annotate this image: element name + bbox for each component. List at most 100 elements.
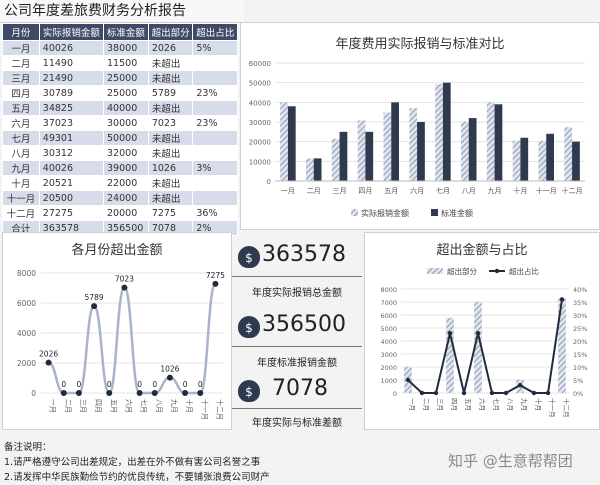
table-header-cell: 超出部分: [147, 23, 194, 41]
data-point: [60, 390, 67, 396]
table-header-cell: 月份: [2, 23, 40, 41]
x-tick-label: 五月: [109, 399, 117, 413]
data-point: [121, 284, 128, 291]
y-tick-label: 3000: [380, 351, 397, 359]
excess-ratio-chart-title: 超出金额与占比: [436, 243, 528, 258]
table-cell: 22000: [103, 175, 149, 191]
data-point: [106, 390, 113, 396]
data-label: 5789: [85, 293, 104, 302]
table-cell: 四月: [2, 85, 40, 101]
bar-excess: [474, 301, 482, 393]
ratio-point: [461, 390, 467, 396]
x-tick-label: 十月: [534, 398, 543, 411]
table-cell: 八月: [2, 145, 40, 161]
y-tick-label: 1000: [380, 377, 397, 385]
ratio-point: [531, 390, 537, 396]
y-tick-label: 50000: [249, 80, 271, 88]
table-cell: 23%: [192, 115, 238, 131]
comparison-bar-chart: 0 10000 20000 30000 40000 50000 60000 一月 二月 三月 四月 五…: [249, 60, 585, 218]
table-cell: 7275: [147, 205, 194, 221]
y-tick-label: 6000: [380, 312, 397, 320]
data-point: [91, 303, 98, 310]
data-point: [166, 374, 173, 381]
x-tick-label: 六月: [478, 398, 487, 411]
notes-line-1: 1.请严格遵守公司出差规定，出差在外不做有害公司名誉之事: [4, 457, 261, 468]
x-tick-label: 十二月: [215, 399, 224, 420]
table-cell: 50000: [103, 130, 149, 146]
table-cell: 11500: [103, 55, 149, 71]
table-cell: 5%: [192, 40, 238, 56]
x-tick-label: 十一月: [536, 186, 557, 195]
table-cell: 未超出: [147, 55, 194, 71]
data-point: [151, 390, 158, 396]
bar-actual: [564, 127, 573, 181]
y2-tick-label: 0%: [573, 390, 583, 398]
y-tick-label: 4000: [380, 338, 397, 346]
y2-tick-label: 10%: [573, 364, 587, 372]
legend-marker-ratio: [494, 268, 500, 274]
notes-block: 备注说明： 1.请严格遵守公司出差规定，出差在外不做有害公司名誉之事 2.请发挥…: [4, 440, 424, 485]
table-header-cell: 标准金额: [103, 23, 149, 41]
table-cell: 24000: [103, 190, 149, 206]
y-tick-label: 30000: [249, 119, 271, 127]
ratio-point: [517, 383, 523, 388]
comparison-chart-title: 年度费用实际报销与标准对比: [335, 37, 505, 52]
ratio-point: [475, 331, 481, 336]
table-cell: 5789: [147, 85, 194, 101]
bar-actual: [331, 138, 340, 181]
data-point: [45, 359, 52, 366]
excess-chart-title: 各月份超出金额: [71, 243, 163, 258]
x-tick-label: 四月: [358, 187, 372, 195]
table-cell: [192, 70, 238, 86]
bar-actual: [461, 121, 469, 181]
table-row: 四月 30789 25000 5789 23%: [2, 85, 238, 101]
ratio-point: [545, 390, 551, 396]
report-title: 公司年度差旅费财务分析报告: [0, 0, 244, 23]
table-cell: 25000: [103, 85, 149, 101]
table-cell: 23%: [192, 85, 238, 101]
bar-standard: [572, 141, 580, 181]
y2-tick-label: 35%: [573, 299, 587, 307]
table-cell: 1026: [147, 160, 194, 176]
table-cell: 20000: [103, 205, 149, 221]
bar-standard: [313, 158, 322, 181]
data-point: [212, 280, 219, 287]
table-cell: [192, 130, 238, 146]
x-tick-label: 十一月: [548, 398, 557, 418]
data-label: 0: [137, 380, 142, 389]
table-header-cell: 超出占比: [192, 23, 238, 41]
y-tick-label: 0: [31, 389, 36, 398]
y-tick-label: 2000: [17, 359, 36, 368]
table-cell: 七月: [2, 130, 40, 146]
x-tick-label: 十二月: [562, 398, 571, 418]
table-cell: 一月: [2, 40, 40, 56]
bar-actual: [280, 102, 288, 181]
bar-standard: [494, 104, 503, 181]
data-label: 1026: [160, 365, 179, 374]
excess-ratio-chart-panel: 超出金额与占比 0 1000 2000 3000 4000 5000 6000 7000 800…: [364, 232, 600, 430]
notes-heading: 备注说明：: [4, 442, 52, 453]
money-bag-icon: $: [238, 246, 260, 268]
x-tick-label: 七月: [140, 399, 149, 413]
data-label: 7275: [206, 271, 225, 280]
legend-swatch-standard: [431, 209, 438, 216]
table-cell: [192, 190, 238, 206]
data-label: 0: [61, 380, 66, 389]
table-cell: 20500: [38, 190, 105, 206]
excess-line-chart: 0 2000 4000 6000 8000 2026 一月 0 二月 0 三月 5789 四月 0 五月 70…: [17, 269, 225, 420]
y-tick-label: 6000: [17, 299, 36, 308]
y-tick-label: 4000: [17, 329, 36, 338]
ratio-point: [447, 331, 453, 336]
legend-label-actual: 实际报销金额: [361, 208, 409, 218]
table-header-row: 月份 实际报销金额 标准金额 超出部分 超出占比: [2, 23, 238, 41]
x-tick-label: 六月: [124, 399, 133, 413]
y-tick-label: 0: [393, 390, 397, 398]
data-point: [136, 390, 143, 396]
y-tick-label: 7000: [380, 299, 397, 307]
x-tick-label: 三月: [333, 187, 347, 195]
x-tick-label: 五月: [384, 187, 398, 195]
data-label: 0: [107, 380, 112, 389]
x-tick-label: 八月: [506, 398, 514, 411]
ratio-point: [503, 390, 509, 396]
table-cell: 40026: [38, 40, 105, 56]
